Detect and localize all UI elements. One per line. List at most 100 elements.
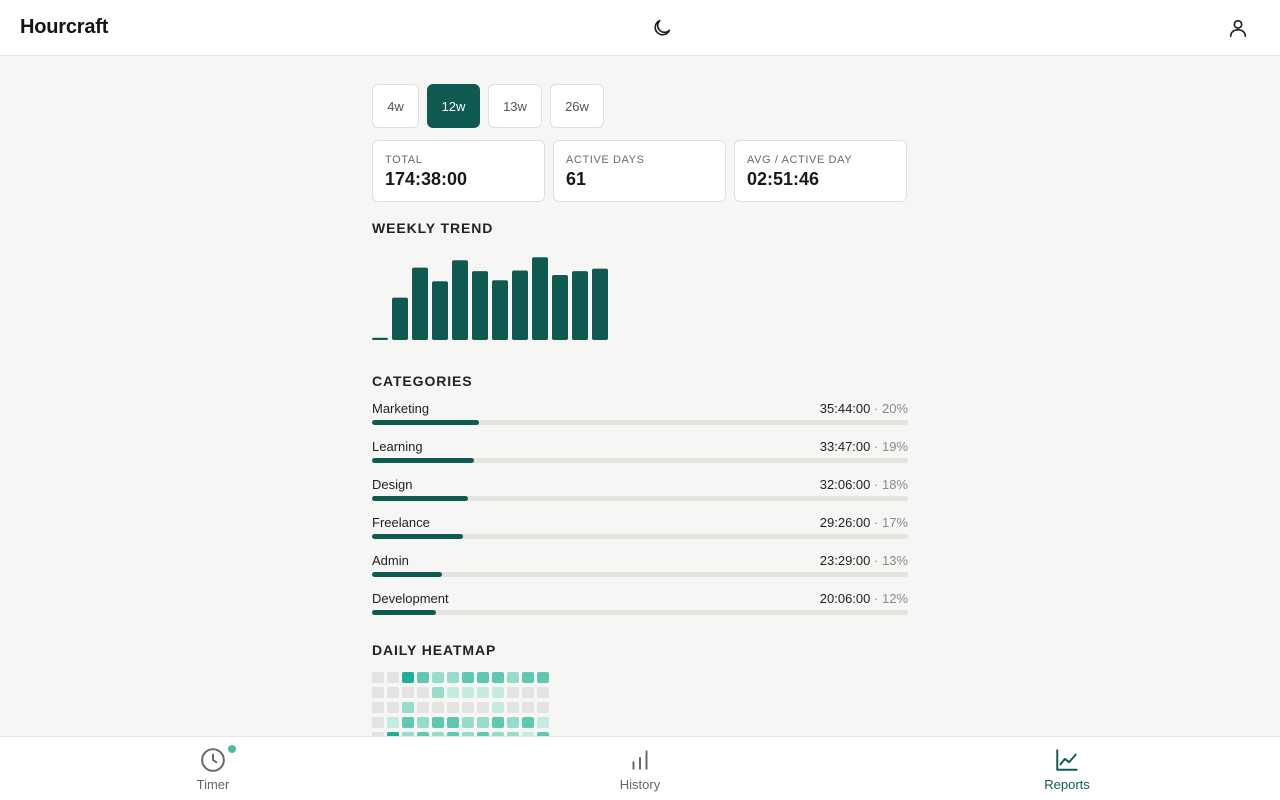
nav-reports[interactable]: Reports <box>1007 737 1127 800</box>
nav-history-label: History <box>619 777 661 792</box>
heatmap-cell[interactable] <box>492 702 504 713</box>
heatmap-cell[interactable] <box>462 717 474 728</box>
heatmap-cell[interactable] <box>447 672 459 683</box>
heatmap-cell[interactable] <box>492 672 504 683</box>
heatmap-cell[interactable] <box>432 687 444 698</box>
heatmap-cell[interactable] <box>462 702 474 713</box>
heatmap-cell[interactable] <box>402 687 414 698</box>
category-progress-track <box>372 458 908 463</box>
heatmap-cell[interactable] <box>522 717 534 728</box>
heatmap-cell[interactable] <box>537 672 549 683</box>
heatmap-cell[interactable] <box>462 672 474 683</box>
heatmap-cell[interactable] <box>402 732 414 736</box>
heatmap-cell[interactable] <box>372 687 384 698</box>
heatmap-cell[interactable] <box>507 687 519 698</box>
stat-label: AVG / ACTIVE DAY <box>747 154 853 166</box>
heatmap-cell[interactable] <box>537 717 549 728</box>
heatmap-cell[interactable] <box>372 717 384 728</box>
category-row: Development 20:06:00 · 12% <box>372 591 908 629</box>
heatmap-row <box>372 672 552 687</box>
heatmap-cell[interactable] <box>387 732 399 736</box>
heatmap-cell[interactable] <box>417 687 429 698</box>
heatmap-cell[interactable] <box>537 687 549 698</box>
heatmap-cell[interactable] <box>462 687 474 698</box>
heatmap-cell[interactable] <box>432 672 444 683</box>
heatmap-cell[interactable] <box>507 717 519 728</box>
heatmap-cell[interactable] <box>492 732 504 736</box>
category-row: Learning 33:47:00 · 19% <box>372 439 908 477</box>
stat-value: 02:51:46 <box>747 169 820 189</box>
heatmap-cell[interactable] <box>387 687 399 698</box>
heatmap-cell[interactable] <box>447 732 459 736</box>
heatmap-cell[interactable] <box>372 702 384 713</box>
category-duration: 20:06:00 <box>819 591 871 606</box>
heatmap-cell[interactable] <box>477 702 489 713</box>
heatmap-cell[interactable] <box>522 687 534 698</box>
heatmap-cell[interactable] <box>507 732 519 736</box>
nav-history[interactable]: History <box>580 737 700 800</box>
heatmap-cell[interactable] <box>387 672 399 683</box>
heatmap-cell[interactable] <box>447 717 459 728</box>
heatmap-cell[interactable] <box>447 687 459 698</box>
heatmap-cell[interactable] <box>447 702 459 713</box>
heatmap-cell[interactable] <box>507 672 519 683</box>
heatmap-cell[interactable] <box>402 702 414 713</box>
heatmap-cell[interactable] <box>492 717 504 728</box>
range-26w-button[interactable]: 26w <box>550 84 604 128</box>
heatmap-cell[interactable] <box>522 702 534 713</box>
trend-bar <box>592 268 608 340</box>
category-name: Learning <box>372 439 423 454</box>
heatmap-cell[interactable] <box>417 672 429 683</box>
heatmap-cell[interactable] <box>417 702 429 713</box>
heatmap-cell[interactable] <box>507 702 519 713</box>
heatmap-cell[interactable] <box>387 702 399 713</box>
heatmap-row <box>372 717 552 732</box>
timer-running-badge <box>226 743 238 755</box>
heatmap-cell[interactable] <box>417 732 429 736</box>
heatmap-cell[interactable] <box>477 687 489 698</box>
heatmap-cell[interactable] <box>462 732 474 736</box>
heatmap-cell[interactable] <box>432 702 444 713</box>
category-name: Admin <box>372 553 409 568</box>
heatmap-cell[interactable] <box>537 702 549 713</box>
category-percent: 19% <box>881 439 908 454</box>
heatmap-cell[interactable] <box>372 672 384 683</box>
heatmap-cell[interactable] <box>402 717 414 728</box>
category-meta: 20:06:00 · 12% <box>820 591 908 606</box>
bottom-navigation: Timer History Reports <box>0 736 1280 800</box>
user-icon <box>1229 19 1247 38</box>
heatmap-cell[interactable] <box>537 732 549 736</box>
nav-timer-label: Timer <box>196 777 230 792</box>
range-13w-button[interactable]: 13w <box>488 84 542 128</box>
heatmap-cell[interactable] <box>477 717 489 728</box>
heatmap-cell[interactable] <box>432 717 444 728</box>
category-duration: 32:06:00 <box>819 477 871 492</box>
total-stat-card: TOTAL 174:38:00 <box>372 140 545 202</box>
heatmap-cell[interactable] <box>492 687 504 698</box>
trend-bar <box>432 281 448 340</box>
range-4w-button[interactable]: 4w <box>372 84 419 128</box>
heatmap-cell[interactable] <box>417 717 429 728</box>
heatmap-cell[interactable] <box>432 732 444 736</box>
heatmap-cell[interactable] <box>522 672 534 683</box>
category-separator: · <box>874 477 879 492</box>
heatmap-cell[interactable] <box>372 732 384 736</box>
heatmap-cell[interactable] <box>477 672 489 683</box>
heatmap-cell[interactable] <box>387 717 399 728</box>
account-button[interactable] <box>1224 14 1252 42</box>
heatmap-cell[interactable] <box>522 732 534 736</box>
weekly-trend-chart <box>372 257 608 340</box>
category-meta: 33:47:00 · 19% <box>820 439 908 454</box>
clock-icon <box>199 747 227 773</box>
range-12w-button[interactable]: 12w <box>427 84 480 128</box>
nav-timer[interactable]: Timer <box>153 737 273 800</box>
weekly-trend-title: WEEKLY TREND <box>372 220 494 236</box>
stat-value: 174:38:00 <box>385 169 468 189</box>
theme-toggle-button[interactable] <box>648 14 676 42</box>
trend-bar <box>552 275 568 340</box>
category-percent: 12% <box>881 591 908 606</box>
range-selector: 4w 12w 13w 26w <box>372 84 612 128</box>
heatmap-cell[interactable] <box>477 732 489 736</box>
heatmap-cell[interactable] <box>402 672 414 683</box>
active-days-stat-card: ACTIVE DAYS 61 <box>553 140 726 202</box>
